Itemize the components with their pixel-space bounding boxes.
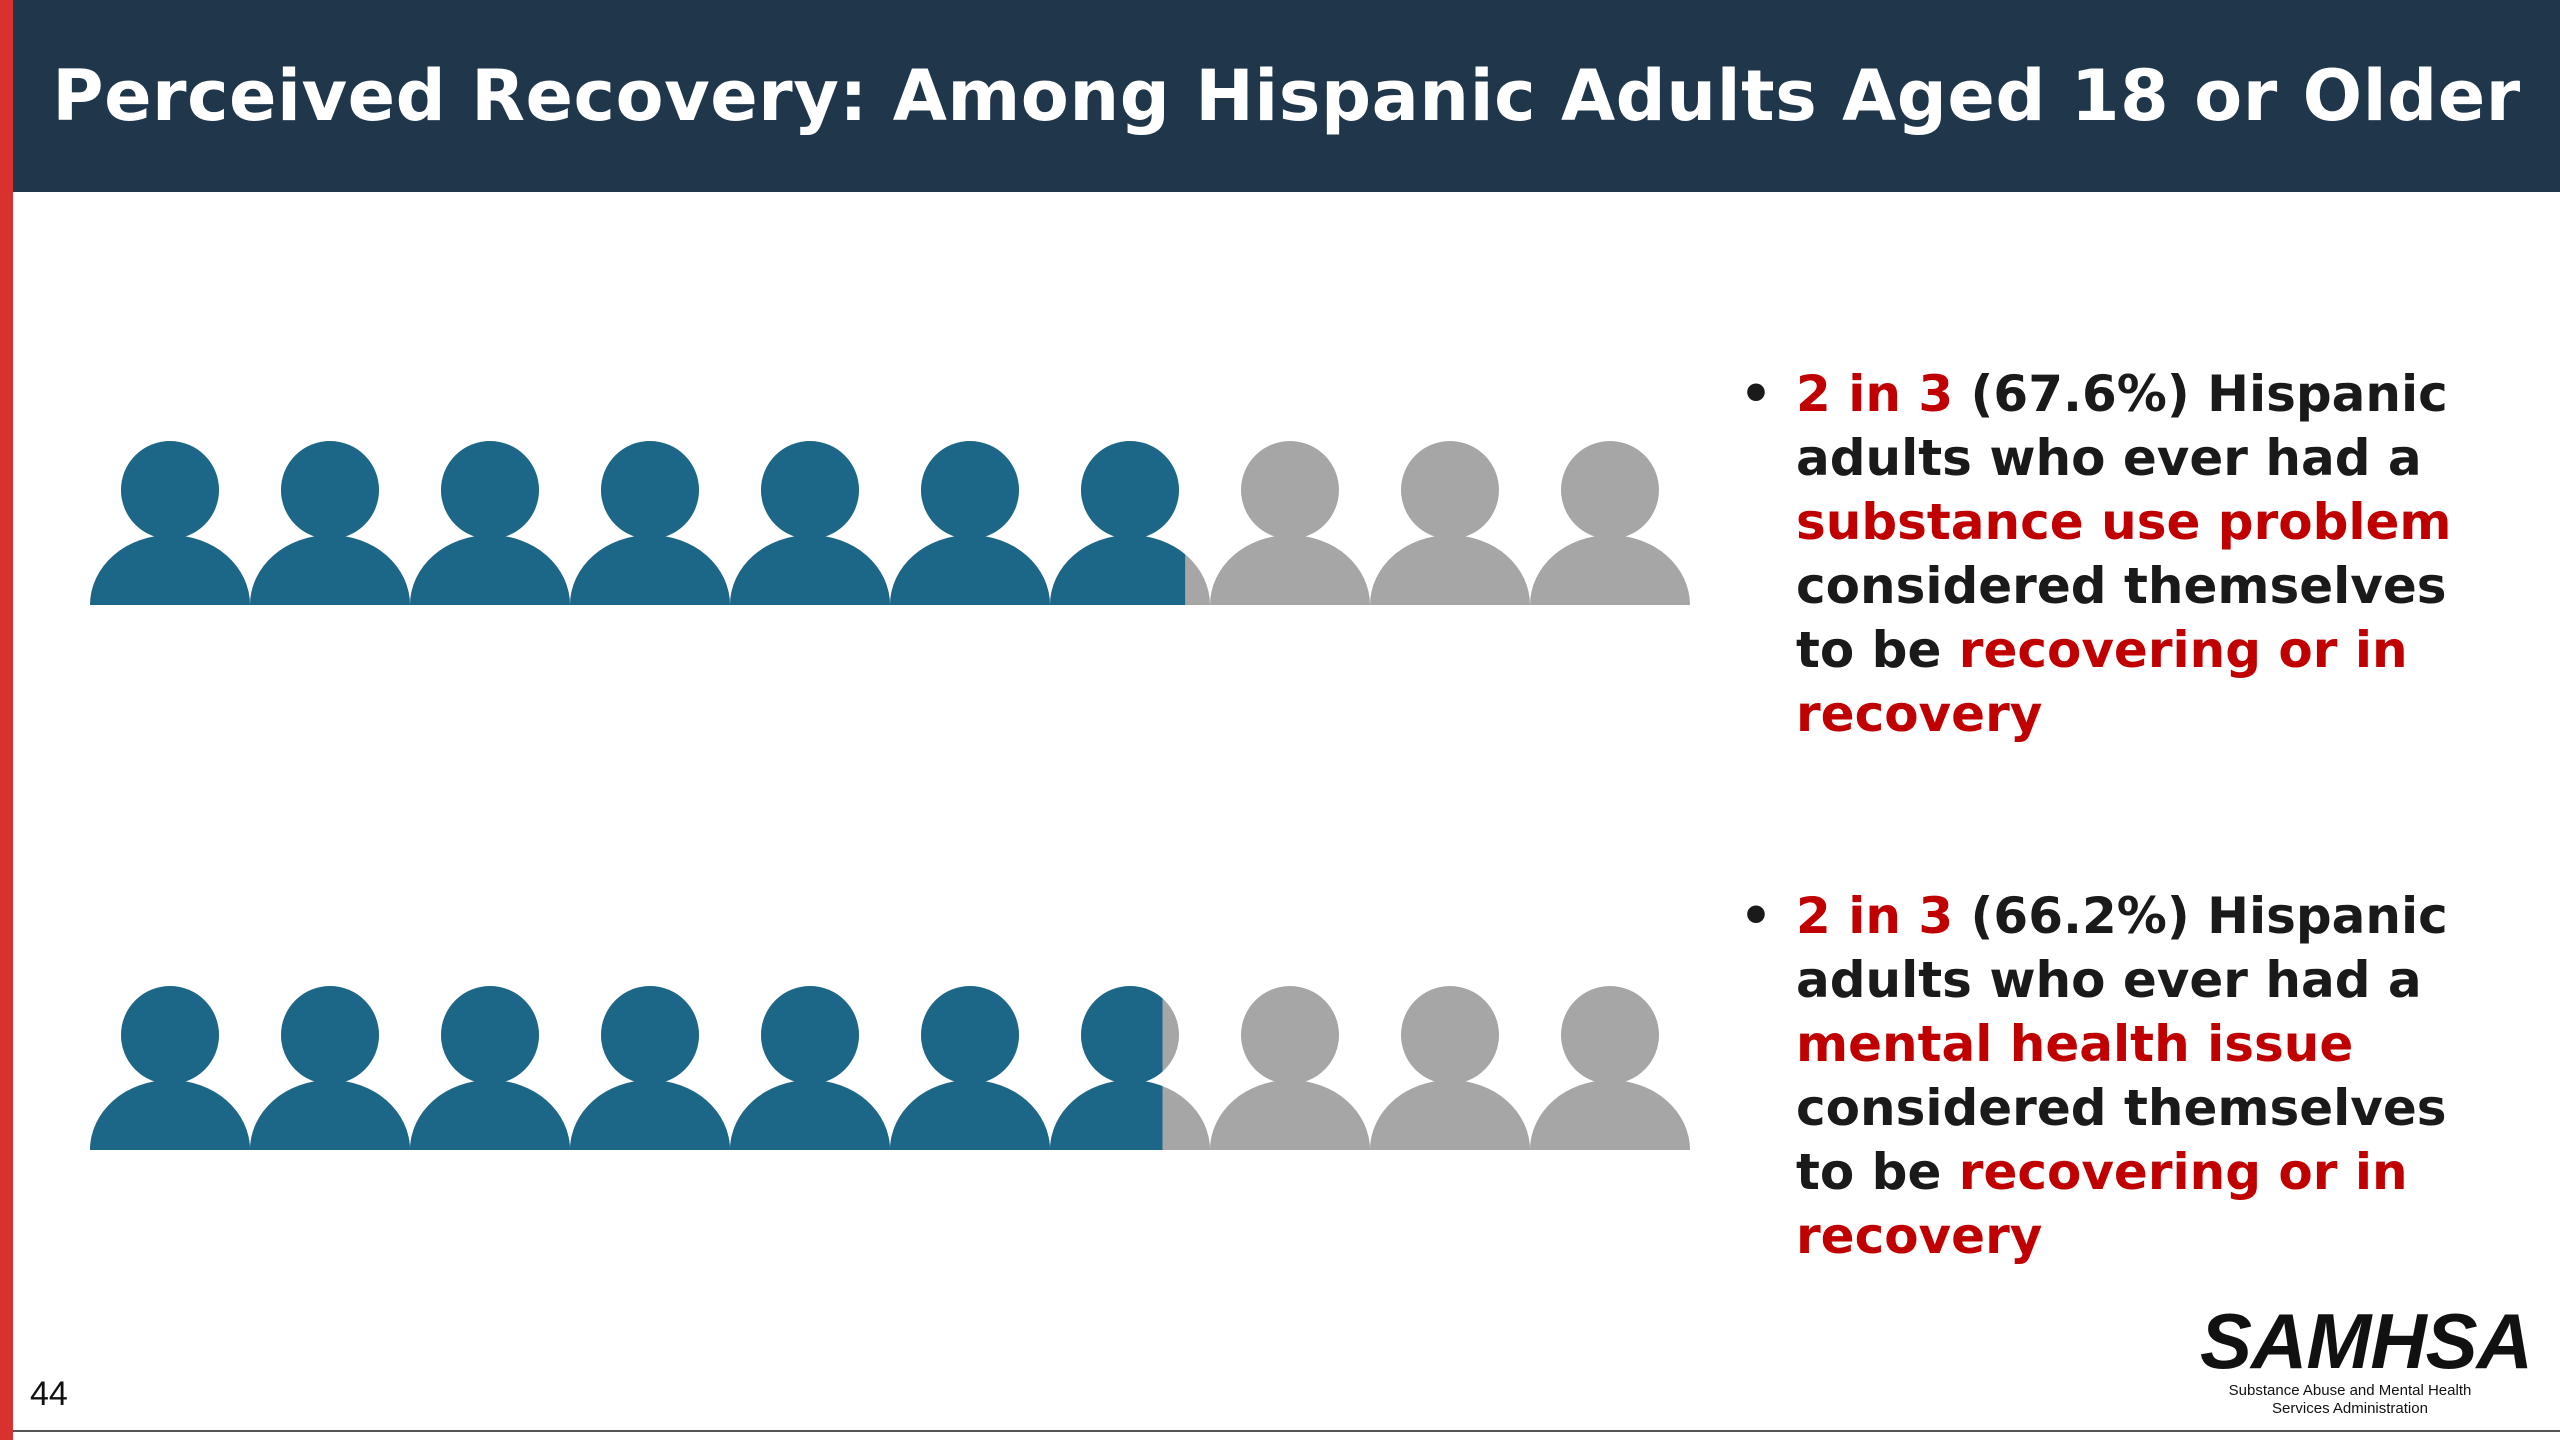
- empty-person-icon-head-9: [1401, 441, 1499, 539]
- filled-person-icon-head-5: [761, 986, 859, 1084]
- condition-text: mental health issue: [1796, 1015, 2354, 1073]
- bullet-marker: •: [1740, 887, 1772, 945]
- ratio-text: 2 in 3: [1796, 365, 1954, 423]
- page-number: 44: [30, 1375, 68, 1413]
- pictograph-mental-health: [90, 986, 1690, 1150]
- filled-person-icon-body-4: [570, 1080, 730, 1150]
- empty-person-icon-head-10: [1561, 441, 1659, 539]
- filled-person-icon-body-5: [730, 535, 890, 605]
- filled-person-icon-head-5: [761, 441, 859, 539]
- bullet-substance-use: • 2 in 3 (67.6%) Hispanic adults who eve…: [1740, 362, 2520, 746]
- filled-person-icon-head-2: [281, 441, 379, 539]
- samhsa-logo: SAMHSA Substance Abuse and Mental Health…: [2200, 1297, 2533, 1420]
- status-text: recovering or in recovery: [1796, 1143, 2408, 1265]
- empty-person-icon-head-8: [1241, 986, 1339, 1084]
- logo-subtitle-line1: Substance Abuse and Mental Health: [2228, 1382, 2472, 1399]
- bottom-rule: [13, 1430, 2560, 1432]
- percent-text: (66.2%) Hispanic adults who ever had a: [1796, 887, 2448, 1009]
- bullet-text: 2 in 3 (66.2%) Hispanic adults who ever …: [1796, 884, 2520, 1268]
- empty-person-icon-body-8: [1210, 1080, 1370, 1150]
- filled-person-icon-body-1: [90, 1080, 250, 1150]
- empty-person-icon-body-9: [1370, 1080, 1530, 1150]
- empty-person-icon-head-10: [1561, 986, 1659, 1084]
- empty-person-icon-body-10: [1530, 1080, 1690, 1150]
- bullet-marker: •: [1740, 365, 1772, 423]
- filled-person-icon-head-7: [1081, 441, 1179, 539]
- filled-person-icon-head-2: [281, 986, 379, 1084]
- logo-subtitle-line2: Services Administration: [2272, 1400, 2428, 1417]
- filled-person-icon-body-2: [250, 535, 410, 605]
- filled-person-icon-head-1: [121, 441, 219, 539]
- empty-person-icon-head-9: [1401, 986, 1499, 1084]
- filled-person-icon-head-3: [441, 441, 539, 539]
- filled-person-icon-body-1: [90, 535, 250, 605]
- filled-person-icon-head-4: [601, 986, 699, 1084]
- pictograph-substance-use: [90, 441, 1690, 605]
- filled-person-icon-head-4: [601, 441, 699, 539]
- status-text: recovering or in recovery: [1796, 621, 2408, 743]
- filled-person-icon-body-6: [890, 535, 1050, 605]
- empty-person-icon-body-10: [1530, 535, 1690, 605]
- slide-title: Perceived Recovery: Among Hispanic Adult…: [52, 55, 2521, 137]
- filled-person-icon-head-1: [121, 986, 219, 1084]
- ratio-text: 2 in 3: [1796, 887, 1954, 945]
- middle-text: considered themselves to be: [1796, 557, 2447, 679]
- filled-person-icon-body-3: [410, 535, 570, 605]
- bullet-text: 2 in 3 (67.6%) Hispanic adults who ever …: [1796, 362, 2520, 746]
- empty-person-icon-head-8: [1241, 441, 1339, 539]
- filled-person-icon-body-7: [1050, 535, 1186, 605]
- filled-person-icon-body-6: [890, 1080, 1050, 1150]
- filled-person-icon-body-5: [730, 1080, 890, 1150]
- filled-person-icons: [90, 441, 1186, 605]
- filled-person-icon-head-3: [441, 986, 539, 1084]
- condition-text: substance use problem: [1796, 493, 2452, 551]
- percent-text: (67.6%) Hispanic adults who ever had a: [1796, 365, 2448, 487]
- middle-text: considered themselves to be: [1796, 1079, 2447, 1201]
- filled-person-icon-body-3: [410, 1080, 570, 1150]
- filled-person-icon-head-6: [921, 986, 1019, 1084]
- filled-person-icon-body-4: [570, 535, 730, 605]
- filled-person-icon-body-7: [1050, 1080, 1163, 1150]
- logo-wordmark: SAMHSA: [2200, 1297, 2533, 1385]
- filled-person-icon-head-6: [921, 441, 1019, 539]
- bullet-mental-health: • 2 in 3 (66.2%) Hispanic adults who eve…: [1740, 884, 2520, 1268]
- empty-person-icon-body-8: [1210, 535, 1370, 605]
- filled-person-icon-body-2: [250, 1080, 410, 1150]
- left-accent-stripe: [0, 0, 13, 1440]
- filled-person-icon-head-7: [1081, 986, 1163, 1084]
- title-bar: Perceived Recovery: Among Hispanic Adult…: [13, 0, 2560, 192]
- empty-person-icon-body-9: [1370, 535, 1530, 605]
- filled-person-icons: [90, 986, 1163, 1150]
